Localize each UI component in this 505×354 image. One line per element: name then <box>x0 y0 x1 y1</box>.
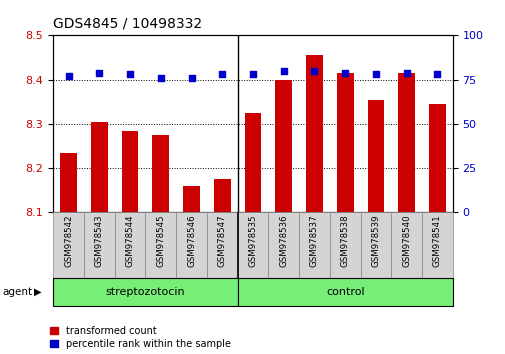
Text: GSM978546: GSM978546 <box>187 215 195 267</box>
Text: streptozotocin: streptozotocin <box>106 287 185 297</box>
Bar <box>329 212 360 278</box>
Point <box>95 70 103 75</box>
Bar <box>336 73 353 212</box>
Text: GSM978539: GSM978539 <box>371 215 380 267</box>
Text: GSM978545: GSM978545 <box>156 215 165 267</box>
Point <box>402 70 410 75</box>
Point <box>64 73 72 79</box>
Text: GSM978537: GSM978537 <box>310 215 318 267</box>
Bar <box>428 104 445 212</box>
Text: GSM978536: GSM978536 <box>279 215 288 267</box>
Point <box>433 72 441 77</box>
Bar <box>152 135 169 212</box>
Bar <box>360 212 390 278</box>
Bar <box>298 212 329 278</box>
Text: ▶: ▶ <box>34 287 42 297</box>
Point <box>340 70 348 75</box>
Bar <box>176 212 207 278</box>
Text: agent: agent <box>3 287 33 297</box>
Text: GSM978541: GSM978541 <box>432 215 441 267</box>
Bar <box>244 113 261 212</box>
Point <box>248 72 257 77</box>
Legend: transformed count, percentile rank within the sample: transformed count, percentile rank withi… <box>50 326 230 349</box>
Bar <box>237 212 268 278</box>
Bar <box>115 212 145 278</box>
Bar <box>268 212 298 278</box>
Point <box>187 75 195 81</box>
Text: GSM978547: GSM978547 <box>217 215 226 267</box>
Point <box>371 72 379 77</box>
Bar <box>275 80 291 212</box>
Point <box>157 75 165 81</box>
Bar <box>53 212 84 278</box>
Bar <box>214 179 230 212</box>
Bar <box>145 212 176 278</box>
Bar <box>237 278 452 306</box>
Bar <box>306 55 322 212</box>
Bar <box>183 186 199 212</box>
Bar <box>60 153 77 212</box>
Text: control: control <box>325 287 364 297</box>
Text: GSM978544: GSM978544 <box>125 215 134 267</box>
Bar <box>84 212 115 278</box>
Point <box>310 68 318 74</box>
Point <box>279 68 287 74</box>
Text: GSM978535: GSM978535 <box>248 215 257 267</box>
Bar <box>421 212 452 278</box>
Bar <box>53 278 237 306</box>
Text: GSM978543: GSM978543 <box>94 215 104 267</box>
Bar <box>367 99 384 212</box>
Text: GSM978538: GSM978538 <box>340 215 349 267</box>
Text: GSM978540: GSM978540 <box>401 215 411 267</box>
Bar <box>390 212 421 278</box>
Bar <box>397 73 415 212</box>
Point <box>218 72 226 77</box>
Bar <box>90 122 108 212</box>
Text: GSM978542: GSM978542 <box>64 215 73 267</box>
Bar <box>207 212 237 278</box>
Text: GDS4845 / 10498332: GDS4845 / 10498332 <box>53 16 202 30</box>
Point <box>126 72 134 77</box>
Bar <box>121 131 138 212</box>
